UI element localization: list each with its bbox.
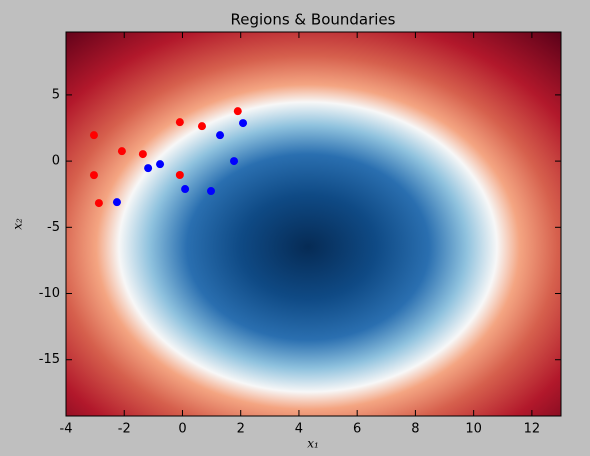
point (112, 198, 121, 207)
y-tick-label: -10 (39, 286, 60, 301)
x-tick-label: 4 (295, 422, 303, 437)
x-tick-label: 6 (353, 422, 361, 437)
point (89, 131, 98, 140)
y-tick-label: 0 (52, 154, 60, 169)
point (94, 199, 103, 208)
chart-title: Regions & Boundaries (231, 11, 396, 29)
x-tick-label: -4 (60, 422, 73, 437)
point (175, 171, 184, 180)
point (239, 119, 248, 128)
x-tick-label: 0 (178, 422, 186, 437)
y-axis-label: x₂ (11, 218, 25, 230)
point (207, 187, 216, 196)
point (144, 164, 153, 173)
point (175, 118, 184, 127)
x-tick-label: 10 (465, 422, 482, 437)
point (89, 171, 98, 180)
point (117, 147, 126, 156)
y-tick-label: -5 (47, 220, 60, 235)
x-tick-label: -2 (118, 422, 131, 437)
x-tick-label: 2 (237, 422, 245, 437)
point (233, 107, 242, 116)
point (138, 150, 147, 159)
plot-frame (65, 31, 562, 417)
point (156, 160, 165, 169)
point (216, 131, 225, 140)
x-tick-label: 8 (411, 422, 419, 437)
point (181, 185, 190, 194)
x-axis-label: x₁ (307, 437, 319, 451)
point (230, 157, 239, 166)
y-tick-label: 5 (52, 87, 60, 102)
point (197, 122, 206, 131)
x-tick-label: 12 (524, 422, 541, 437)
y-tick-label: -15 (39, 352, 60, 367)
decision-surface (66, 32, 561, 416)
